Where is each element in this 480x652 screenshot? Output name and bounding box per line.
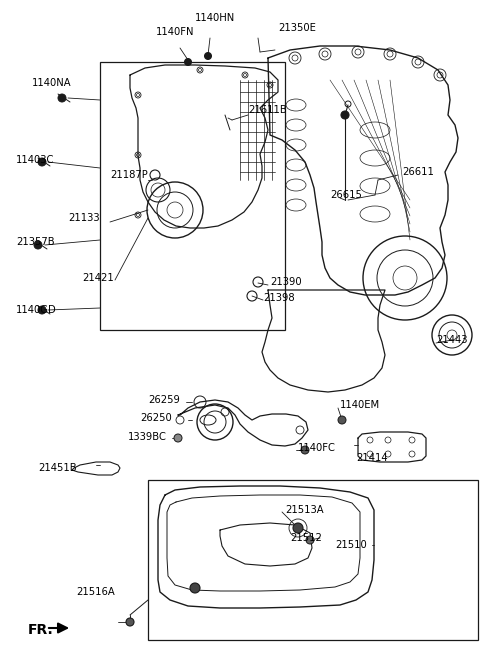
- Text: 21357B: 21357B: [16, 237, 55, 247]
- Bar: [148, 480, 478, 640]
- Text: 26259: 26259: [148, 395, 180, 405]
- Circle shape: [58, 94, 66, 102]
- Text: 21133: 21133: [68, 213, 100, 223]
- Circle shape: [341, 111, 349, 119]
- Circle shape: [204, 53, 212, 59]
- Text: 21513A: 21513A: [285, 505, 324, 515]
- Text: 21451B: 21451B: [38, 463, 77, 473]
- Text: 21187P: 21187P: [110, 170, 148, 180]
- Circle shape: [38, 158, 46, 166]
- Text: 21414: 21414: [356, 453, 388, 463]
- Circle shape: [38, 306, 46, 314]
- Circle shape: [301, 446, 309, 454]
- Circle shape: [338, 416, 346, 424]
- Text: 1140NA: 1140NA: [32, 78, 72, 88]
- Circle shape: [306, 536, 314, 544]
- Text: 26250: 26250: [140, 413, 172, 423]
- Text: 21421: 21421: [82, 273, 114, 283]
- Text: 21512: 21512: [290, 533, 322, 543]
- Text: 21510: 21510: [335, 540, 367, 550]
- Text: 21398: 21398: [263, 293, 295, 303]
- Text: 26611: 26611: [402, 167, 434, 177]
- Text: 1140HN: 1140HN: [195, 13, 235, 23]
- Circle shape: [184, 59, 192, 65]
- Text: 21611B: 21611B: [248, 105, 287, 115]
- Circle shape: [174, 434, 182, 442]
- Text: 21390: 21390: [270, 277, 301, 287]
- Circle shape: [34, 241, 42, 249]
- Text: 21350E: 21350E: [278, 23, 316, 33]
- Text: 26615: 26615: [330, 190, 362, 200]
- Circle shape: [126, 618, 134, 626]
- Text: 21443: 21443: [436, 335, 468, 345]
- Text: 1140FC: 1140FC: [298, 443, 336, 453]
- Circle shape: [293, 523, 303, 533]
- Text: 21516A: 21516A: [76, 587, 115, 597]
- Circle shape: [190, 583, 200, 593]
- Text: FR.: FR.: [28, 623, 54, 637]
- Text: 1140FN: 1140FN: [156, 27, 194, 37]
- Text: 11403C: 11403C: [16, 155, 54, 165]
- Text: 1140GD: 1140GD: [16, 305, 57, 315]
- Text: 1339BC: 1339BC: [128, 432, 167, 442]
- Text: 1140EM: 1140EM: [340, 400, 380, 410]
- Bar: [100, 62, 285, 330]
